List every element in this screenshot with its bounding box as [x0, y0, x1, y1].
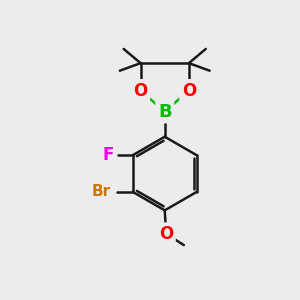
Text: O: O	[182, 82, 196, 100]
Text: O: O	[159, 225, 173, 243]
Text: B: B	[158, 103, 172, 121]
Text: O: O	[134, 82, 148, 100]
Text: Br: Br	[92, 184, 111, 200]
Text: F: F	[103, 146, 114, 164]
